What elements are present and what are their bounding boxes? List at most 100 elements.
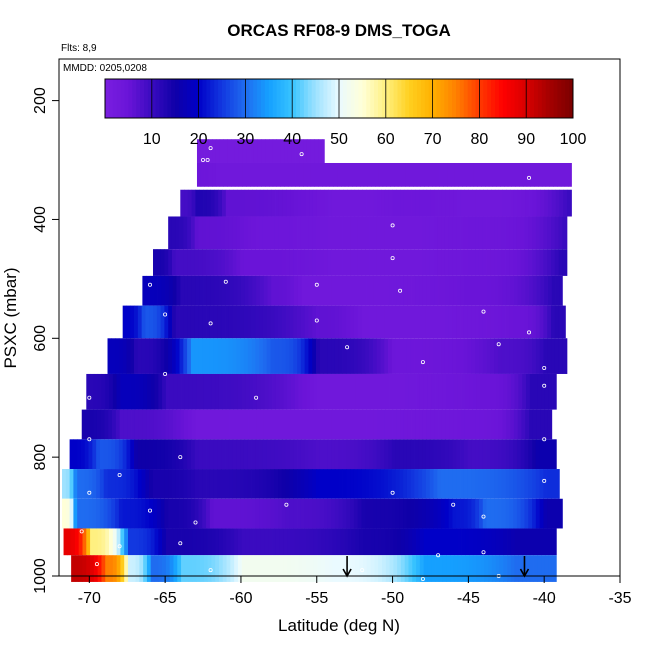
heatmap-cell xyxy=(393,373,398,410)
heatmap-cell xyxy=(380,216,385,250)
heatmap-cell xyxy=(111,498,116,529)
colorbar-swatch xyxy=(323,79,328,118)
heatmap-cell xyxy=(397,528,402,556)
heatmap-cell xyxy=(437,249,442,276)
colorbar-swatch xyxy=(335,79,340,118)
heatmap-cell xyxy=(518,528,523,556)
heatmap-cell xyxy=(225,338,230,374)
heatmap-cell xyxy=(242,162,247,187)
colorbar-swatch xyxy=(140,79,145,118)
heatmap-cell xyxy=(384,338,389,374)
heatmap-cell xyxy=(532,305,537,339)
heatmap-cell xyxy=(558,498,563,529)
heatmap-cell xyxy=(471,305,476,339)
heatmap-cell xyxy=(509,469,514,499)
heatmap-cell xyxy=(418,216,423,250)
heatmap-cell xyxy=(122,439,127,470)
heatmap-cell xyxy=(275,409,280,440)
heatmap-cell xyxy=(305,409,310,440)
heatmap-cell xyxy=(190,216,196,250)
heatmap-cell xyxy=(543,469,548,499)
heatmap-cell xyxy=(373,189,378,217)
heatmap-cell xyxy=(234,528,239,556)
heatmap-cell xyxy=(284,162,289,187)
heatmap-cell xyxy=(213,249,218,276)
heatmap-cell xyxy=(469,555,474,582)
heatmap-row xyxy=(107,338,568,374)
heatmap-cell xyxy=(194,498,199,529)
heatmap-cell xyxy=(522,373,527,410)
heatmap-cell xyxy=(313,555,318,582)
heatmap-cell xyxy=(350,439,355,470)
heatmap-cell xyxy=(134,498,139,529)
colorbar-swatch xyxy=(108,79,114,118)
heatmap-cell xyxy=(528,216,533,250)
heatmap-cell xyxy=(331,439,336,470)
heatmap-cell xyxy=(225,498,230,529)
heatmap-cell xyxy=(269,139,274,163)
colorbar-swatch xyxy=(432,79,437,118)
heatmap-cell xyxy=(232,498,237,529)
heatmap-cell xyxy=(215,139,221,163)
heatmap-cell xyxy=(533,528,538,556)
colorbar-swatch xyxy=(257,79,262,118)
heatmap-cell xyxy=(463,305,469,339)
heatmap-cell xyxy=(478,216,484,250)
colorbar-swatch xyxy=(362,79,367,118)
flights-note: Flts: 8,9 xyxy=(61,43,97,54)
heatmap-cell xyxy=(179,216,184,250)
heatmap-cell xyxy=(540,189,545,217)
colorbar-swatch xyxy=(413,79,418,118)
heatmap-cell xyxy=(456,439,461,470)
colorbar-swatch xyxy=(409,79,414,118)
sample-point xyxy=(527,175,532,180)
heatmap-cell xyxy=(525,275,530,306)
heatmap-cell xyxy=(357,469,362,499)
heatmap-cell xyxy=(502,275,507,306)
heatmap-cell xyxy=(269,162,274,187)
colorbar-swatch xyxy=(292,79,297,118)
sample-point xyxy=(208,321,213,326)
heatmap-cell xyxy=(278,409,284,440)
heatmap-cell xyxy=(481,162,486,187)
heatmap-cell xyxy=(165,528,171,556)
heatmap-cell xyxy=(539,469,544,499)
heatmap-cell xyxy=(416,528,421,556)
heatmap-cell xyxy=(198,439,203,470)
heatmap-cell xyxy=(478,305,484,339)
heatmap-cell xyxy=(391,249,396,276)
heatmap-row xyxy=(196,139,325,163)
heatmap-cell xyxy=(380,249,385,276)
heatmap-cell xyxy=(327,498,332,529)
heatmap-cell xyxy=(206,469,211,499)
heatmap-cell xyxy=(338,216,343,250)
heatmap-cell xyxy=(486,216,491,250)
heatmap-cell xyxy=(286,409,291,440)
sample-point xyxy=(481,550,486,555)
heatmap-cell xyxy=(134,469,139,499)
heatmap-cell xyxy=(281,305,287,339)
colorbar-swatch xyxy=(354,79,359,118)
heatmap-cell xyxy=(532,338,537,374)
heatmap-cell xyxy=(410,439,415,470)
heatmap-cell xyxy=(228,338,234,374)
heatmap-cell xyxy=(131,409,136,440)
y-tick-label: 200 xyxy=(32,87,49,114)
heatmap-cell xyxy=(475,338,480,374)
colorbar-swatch xyxy=(557,79,562,118)
heatmap-cell xyxy=(290,189,295,217)
heatmap-cell xyxy=(472,555,478,582)
colorbar-tick-label: 40 xyxy=(283,131,301,148)
heatmap-cell xyxy=(101,373,106,410)
heatmap-cell xyxy=(346,305,351,339)
heatmap-cell xyxy=(435,555,440,582)
colorbar-swatch xyxy=(167,79,172,118)
heatmap-cell xyxy=(450,555,455,582)
heatmap-cell xyxy=(96,498,101,529)
heatmap-cell xyxy=(289,305,294,339)
heatmap-cell xyxy=(348,162,353,187)
heatmap-cell xyxy=(428,162,433,187)
heatmap-cell xyxy=(168,305,173,339)
heatmap-cell xyxy=(521,409,526,440)
heatmap-cell xyxy=(437,305,442,339)
